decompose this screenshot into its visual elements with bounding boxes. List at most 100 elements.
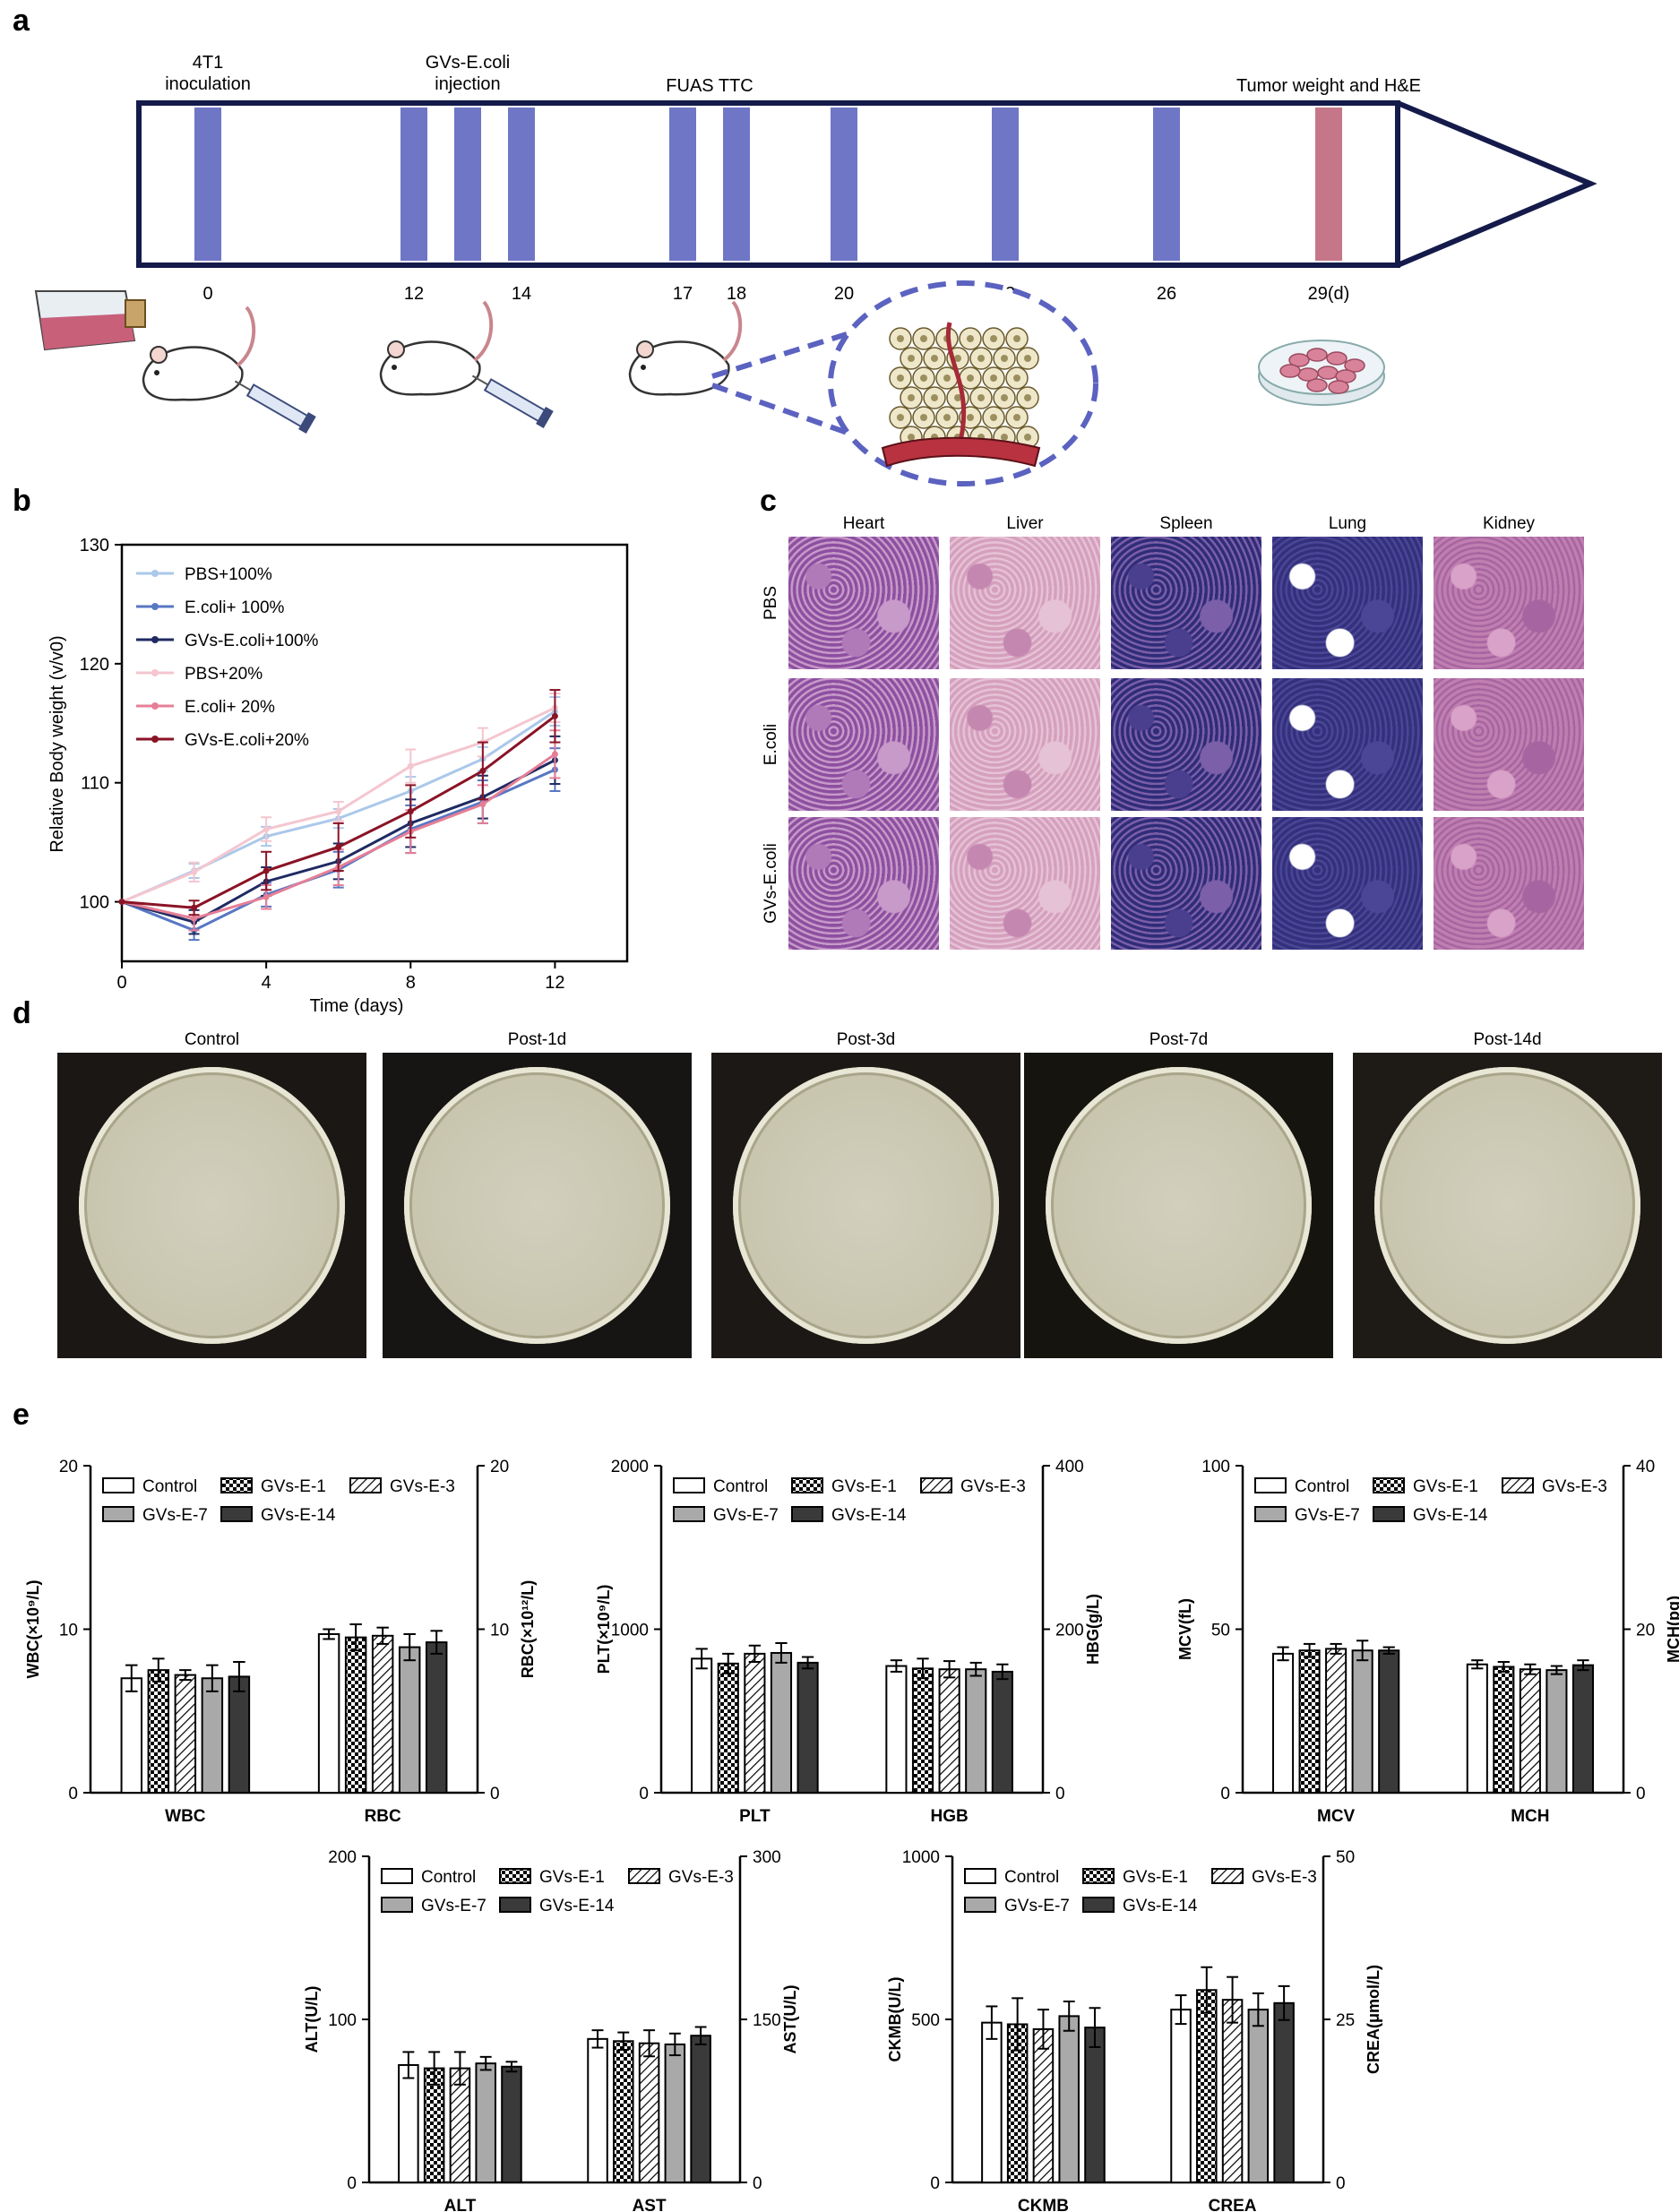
y-axis-label-right: CREA(μmol/L)	[1365, 1965, 1382, 2074]
tumor-cell-nucleus	[1013, 414, 1020, 421]
mouse-ear	[387, 340, 405, 358]
timeline-event-label: 4T1	[193, 53, 223, 73]
tumor-cell-nucleus	[977, 355, 985, 362]
x-tick-label: 4	[262, 973, 271, 993]
legend-label: Control	[1004, 1868, 1059, 1887]
y-tick-label-right: 0	[1055, 1785, 1065, 1803]
timeline-day-label: 20	[834, 284, 854, 304]
bar	[1325, 1648, 1348, 1795]
y-tick-label-left: 100	[1201, 1458, 1230, 1476]
tumor-cell-nucleus	[1013, 374, 1020, 382]
y-tick-label-right: 20	[1636, 1622, 1655, 1640]
legend-label: GVs-E-3	[1542, 1477, 1607, 1496]
y-tick-label-left: 0	[1220, 1785, 1230, 1803]
timeline-event-label: injection	[435, 74, 500, 94]
bar	[587, 2037, 608, 2184]
legend-label: GVs-E-3	[1252, 1868, 1317, 1887]
histology-image	[1111, 537, 1261, 669]
legend-label: E.coli+ 100%	[185, 598, 285, 617]
data-point	[335, 808, 342, 815]
data-point	[118, 899, 125, 906]
y-tick-label-right: 50	[1336, 1848, 1355, 1867]
mouse-tail	[722, 300, 743, 362]
bar	[501, 2065, 522, 2184]
y-tick-label: 100	[80, 893, 109, 913]
bar	[1378, 1649, 1400, 1794]
tumor-cell-nucleus	[931, 355, 938, 362]
timeline-event-label: GVs-E.coli	[426, 53, 510, 73]
syringe-barrel	[483, 378, 547, 423]
y-tick-label-left: 0	[930, 2174, 940, 2193]
blood-vessel	[946, 322, 967, 449]
histology-image	[788, 537, 939, 669]
plate-labels: Control Post-1d Post-3d Post-7d Post-14d	[185, 1030, 1542, 1049]
mouse-illustration	[628, 300, 743, 396]
legend-swatch	[499, 1868, 531, 1884]
timeline-treatment-bar	[194, 108, 221, 261]
bar	[1493, 1665, 1515, 1794]
histology-image	[788, 678, 939, 811]
tumor-cell-nucleus	[990, 335, 997, 342]
tumor-cell-nucleus	[967, 335, 974, 342]
histology-column-label: Kidney	[1483, 514, 1536, 533]
legend-label: GVs-E-1	[539, 1868, 605, 1887]
histology-image	[950, 817, 1100, 950]
tumor-piece	[1317, 366, 1339, 380]
bar	[664, 2043, 686, 2184]
legend-swatch	[920, 1477, 952, 1493]
bar	[147, 1669, 170, 1794]
x-category-label: MCV	[1317, 1807, 1356, 1826]
bar	[1170, 2009, 1192, 2184]
cell-culture-flask-illustration	[34, 290, 146, 351]
legend-swatch	[964, 1868, 996, 1884]
legend-label: Control	[421, 1868, 476, 1887]
legend-swatch	[1373, 1506, 1405, 1522]
legend-swatch	[964, 1897, 996, 1913]
legend-label: Control	[142, 1477, 197, 1496]
histology-image	[1434, 817, 1584, 950]
legend-swatch	[102, 1477, 134, 1493]
data-point	[191, 904, 198, 911]
y-tick-label-left: 20	[59, 1458, 78, 1476]
tumor-cell-nucleus	[920, 335, 927, 342]
legend-label: GVs-E-3	[668, 1868, 734, 1887]
bar	[690, 2035, 711, 2183]
mouse-eye	[392, 365, 397, 370]
legend-label: GVs-E-14	[831, 1506, 907, 1525]
histology-column-label: Liver	[1006, 514, 1044, 533]
data-point	[551, 712, 558, 719]
legend-label: GVs-E-3	[390, 1477, 455, 1496]
mouse-tail	[236, 306, 256, 367]
tumor-cell-nucleus	[931, 394, 938, 401]
tumor-cell-nucleus	[1001, 394, 1008, 401]
legend-swatch	[791, 1506, 823, 1522]
agar-plate-photo	[57, 1053, 366, 1358]
bar	[717, 1662, 739, 1794]
y-axis-label-left: MCV(fL)	[1176, 1598, 1194, 1660]
x-tick-label: 0	[116, 973, 126, 993]
tumor-cell-nucleus	[920, 414, 927, 421]
legend-label: GVs-E-14	[1413, 1506, 1488, 1525]
timeline-treatment-bar	[992, 108, 1019, 261]
bar-chart-e2: 0 1000 2000 0 200 400 PLT(×10⁹/L) HBG(g/L) PLT HG…	[595, 1458, 1102, 1826]
y-axis-label: Relative Body weight (v/v0)	[47, 635, 67, 852]
bar	[317, 1632, 340, 1794]
tumor-cell-nucleus	[897, 374, 904, 382]
y-tick-label-left: 0	[68, 1785, 78, 1803]
legend-label: GVs-E-7	[421, 1897, 486, 1915]
legend-marker	[151, 736, 159, 743]
y-tick-label-right: 0	[490, 1785, 500, 1803]
legend-label: PBS+100%	[185, 565, 272, 584]
panel-label-e: e	[13, 1398, 30, 1432]
bar	[885, 1665, 908, 1794]
tumor-zoom-illustration	[711, 280, 1098, 486]
histology-row-label: E.coli	[762, 724, 780, 765]
legend-swatch	[673, 1477, 705, 1493]
data-point	[263, 893, 270, 900]
timeline-day-label: 14	[512, 284, 531, 304]
y-axis-label-left: CKMB(U/L)	[886, 1977, 904, 2062]
histology-image	[1111, 678, 1261, 811]
tumor-piece	[1288, 353, 1310, 367]
x-category-label: RBC	[365, 1807, 401, 1826]
